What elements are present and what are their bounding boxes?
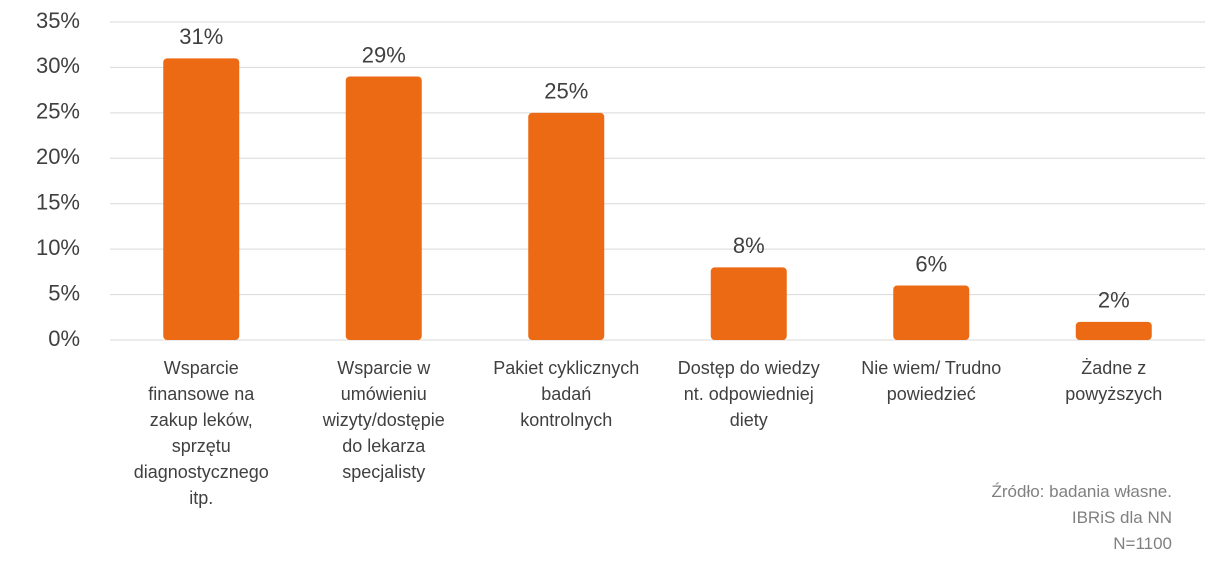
bar <box>528 112 605 340</box>
value-label: 6% <box>915 251 947 276</box>
x-tick-label: Wsparcie finansowe na zakup leków, sprzę… <box>133 358 269 508</box>
value-label: 2% <box>1098 288 1130 313</box>
y-tick-label: 30% <box>36 53 80 78</box>
y-tick-label: 10% <box>36 235 80 260</box>
source-note: Źródło: badania własne. <box>991 482 1172 501</box>
x-tick-label: Pakiet cyklicznych badań kontrolnych <box>493 358 640 430</box>
y-tick-label: 0% <box>48 326 80 351</box>
bar <box>710 267 787 340</box>
y-tick-label: 20% <box>36 144 80 169</box>
source-note: IBRiS dla NN <box>1071 508 1172 527</box>
x-tick-label: Nie wiem/ Trudno powiedzieć <box>861 358 1002 404</box>
bar <box>163 58 240 340</box>
x-tick-label: Żadne z powyższych <box>1065 358 1163 404</box>
bar <box>1075 321 1152 340</box>
source-note: N=1100 <box>1113 534 1172 553</box>
y-tick-label: 15% <box>36 190 80 215</box>
value-label: 31% <box>179 24 223 49</box>
x-tick-label: Wsparcie w umówieniu wizyty/dostępie do … <box>322 358 445 482</box>
y-tick-label: 25% <box>36 99 80 124</box>
bar <box>893 285 970 340</box>
y-tick-label: 5% <box>48 280 80 305</box>
value-label: 29% <box>362 42 406 67</box>
value-label: 25% <box>544 79 588 104</box>
y-tick-label: 35% <box>36 8 80 33</box>
x-tick-label: Dostęp do wiedzy nt. odpowiedniej diety <box>677 358 820 430</box>
bar <box>345 76 422 340</box>
value-label: 8% <box>733 233 765 258</box>
